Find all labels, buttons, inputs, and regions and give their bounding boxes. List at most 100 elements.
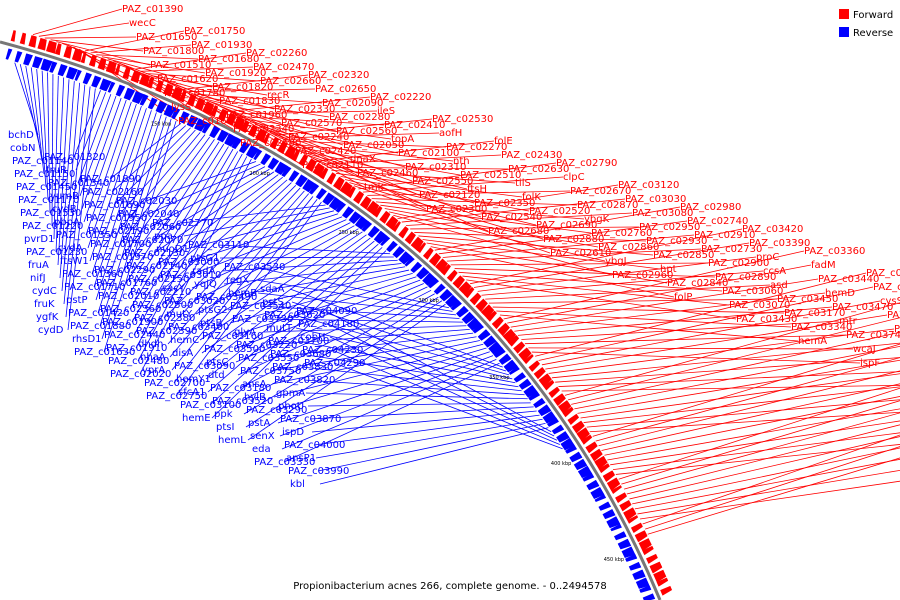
reverse-gene-label: cobH [300,332,325,343]
leader-line [63,84,86,305]
reverse-gene-label: PAZ_c03540 [230,301,291,312]
forward-gene [240,120,250,133]
reverse-gene-label: PAZ_c01890 [80,174,141,185]
forward-gene [217,108,228,122]
reverse-gene [503,359,518,373]
leader-line [592,343,900,437]
forward-gene-label: PAZ_c03360 [804,246,865,257]
leader-line [521,320,840,340]
leader-line [388,211,606,262]
leader-line [303,379,525,396]
leader-line [293,146,461,176]
leader-line [253,266,450,309]
forward-gene [130,70,141,84]
leader-line [257,292,457,316]
gene-labels: PAZ_c01390wecCPAZ_c01650PAZ_c01800PAZ_c0… [8,4,900,490]
forward-gene-label: PAZ_c01680 [198,54,259,65]
leader-line [598,370,900,447]
forward-gene-label: PAZ_c02470 [253,62,314,73]
forward-gene [638,538,652,552]
reverse-gene-label: ptsC [206,357,228,368]
forward-gene [475,298,488,313]
forward-gene [71,48,83,63]
reverse-gene-label: fruK [34,299,55,310]
reverse-gene-label: PAZ_c03090 [174,361,235,372]
forward-gene-label: tmk [364,182,384,193]
leader-lines [14,8,900,535]
leader-line [353,185,551,254]
leader-line [135,153,243,349]
leader-line [642,434,900,525]
reverse-gene-label: senX [250,431,275,442]
leader-line [531,351,861,364]
reverse-gene-label: PAZ_c01700 [90,239,151,250]
legend-reverse-swatch [839,27,849,37]
forward-gene [291,149,300,162]
forward-gene [105,60,117,75]
leader-line [157,176,283,280]
forward-gene-label: PAZ_c03060 [722,286,783,297]
forward-gene-label: ftsH [467,184,487,195]
reverse-gene-label: PAZ_c02360 [100,304,161,315]
leader-line [277,351,490,424]
reverse-gene [155,100,168,114]
reverse-gene-label: PAZ_c01970 [92,252,153,263]
reverse-gene-label: PAZ_c01630 [74,347,135,358]
reverse-gene-label: hemL [218,435,246,446]
leader-line [38,22,130,37]
forward-gene [469,292,482,306]
forward-gene-label: tilS [515,178,531,189]
reverse-gene-label: PAZ_c03500 [204,344,265,355]
reverse-gene-label: PAZ_c01340 [48,178,109,189]
leader-line [233,279,421,350]
reverse-gene [518,378,532,390]
forward-gene-label: PAZ_c01830 [219,96,280,107]
reverse-gene-label: ptsG2 [198,305,228,316]
forward-gene-label: PAZ_c02310 [405,162,466,173]
tick-label: 400 kbp [551,461,571,467]
reverse-gene-label: PAZ_c01230 [26,247,87,258]
reverse-gene-label: disA [172,348,193,359]
forward-gene-label: PAZ_c02840 [667,278,728,289]
tick-label: 150 kbp [151,121,171,127]
forward-gene [37,37,47,51]
forward-gene-label: folK [522,192,541,203]
forward-gene-label: fadM [811,260,836,271]
forward-gene-label: PAZ_c01600 [178,116,239,127]
reverse-gene [439,288,453,302]
leader-line [528,347,854,350]
reverse-gene-label: mutY [166,309,193,320]
leader-line [203,237,371,367]
reverse-gene-label: cydA [58,243,83,254]
forward-gene [611,485,622,494]
forward-gene [54,43,62,56]
leader-line [397,184,619,220]
forward-gene [277,141,288,155]
reverse-gene [65,66,78,80]
forward-gene [481,304,495,319]
leader-line [331,169,516,184]
forward-gene-label: PAZ_c02520 [529,206,590,217]
leader-line [333,362,563,450]
forward-gene-label: PAZ_c02220 [370,92,431,103]
forward-gene [523,354,534,365]
reverse-gene [49,61,58,73]
reverse-gene [398,251,413,265]
reverse-gene-label: PAZ_c03730 [232,314,293,325]
leader-line [47,72,51,214]
leader-line [401,198,626,223]
reverse-gene-label: bchD [8,130,34,141]
reverse-gene-label: PAZ_c01880 [70,321,131,332]
reverse-gene [508,366,520,375]
leader-line [259,305,460,319]
leader-line [19,64,41,149]
forward-gene-label: PAZ_c02300 [426,204,487,215]
reverse-gene [171,107,181,120]
forward-gene-label: PAZ_c02890 [715,272,776,283]
reverse-gene-label: ppk [214,409,233,420]
reverse-gene [577,465,590,474]
forward-gene [366,200,375,213]
leader-line [117,132,201,232]
forward-gene [464,286,475,299]
leader-line [207,243,379,393]
